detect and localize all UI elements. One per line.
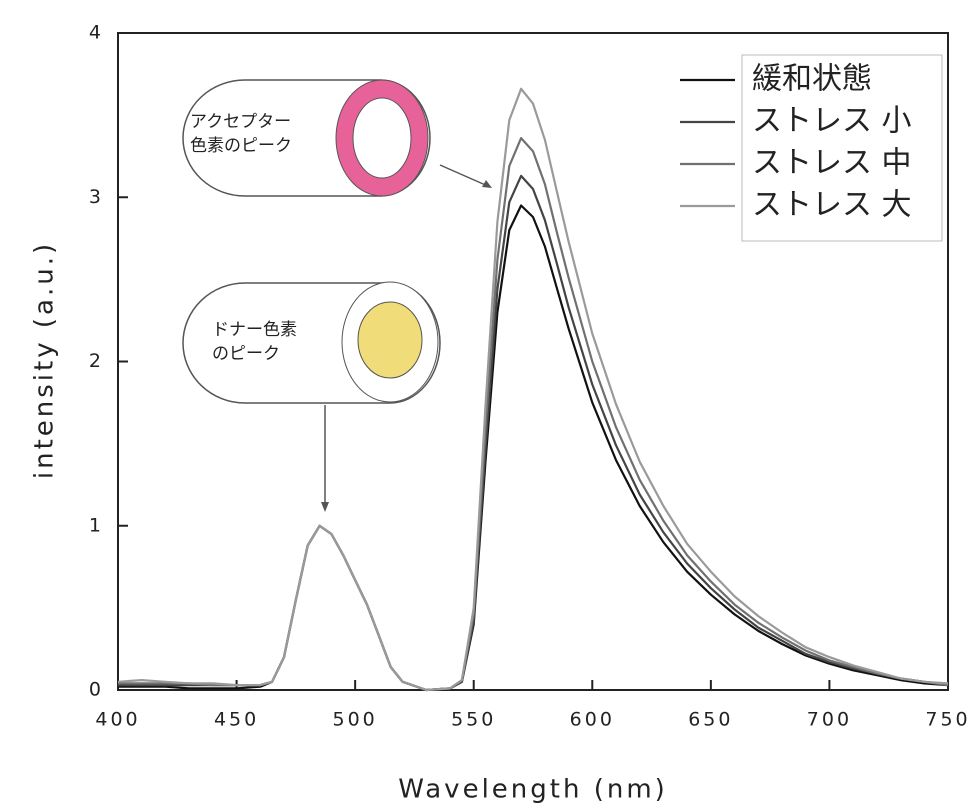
annotation-text: のピーク bbox=[212, 344, 280, 364]
x-tick-label: 550 bbox=[451, 709, 496, 731]
x-tick-label: 700 bbox=[807, 709, 852, 731]
acceptor-callout: アクセプター 色素のピーク bbox=[183, 80, 492, 196]
y-tick-label: 1 bbox=[89, 514, 104, 536]
y-tick-label: 2 bbox=[89, 350, 104, 372]
x-axis-label: Wavelength (nm) bbox=[398, 775, 668, 805]
annotation-text: 色素のピーク bbox=[190, 136, 292, 156]
x-tick-label: 750 bbox=[925, 709, 969, 731]
x-tick-label: 400 bbox=[95, 709, 140, 731]
y-tick-label: 0 bbox=[89, 679, 104, 701]
legend-label: 緩和状態 bbox=[752, 62, 872, 97]
y-tick-label: 4 bbox=[89, 22, 104, 44]
annotation-text: アクセプター bbox=[190, 112, 291, 132]
x-tick-label: 500 bbox=[333, 709, 378, 731]
x-tick-label: 650 bbox=[688, 709, 733, 731]
legend-label: ストレス 小 bbox=[752, 104, 912, 139]
y-tick-label: 3 bbox=[89, 186, 104, 208]
donor-callout: ドナー色素 のピーク bbox=[183, 282, 440, 512]
y-axis-label: intensity (a.u.) bbox=[30, 241, 60, 479]
x-tick-label: 600 bbox=[570, 709, 615, 731]
series-line bbox=[118, 206, 948, 691]
series-line bbox=[118, 176, 948, 690]
legend-label: ストレス 大 bbox=[752, 188, 912, 223]
annotation-text: ドナー色素 bbox=[212, 320, 297, 340]
chart: Wavelength (nm) intensity (a.u.) アクセプター … bbox=[0, 0, 969, 812]
x-tick-label: 450 bbox=[214, 709, 259, 731]
legend-label: ストレス 中 bbox=[752, 146, 912, 181]
